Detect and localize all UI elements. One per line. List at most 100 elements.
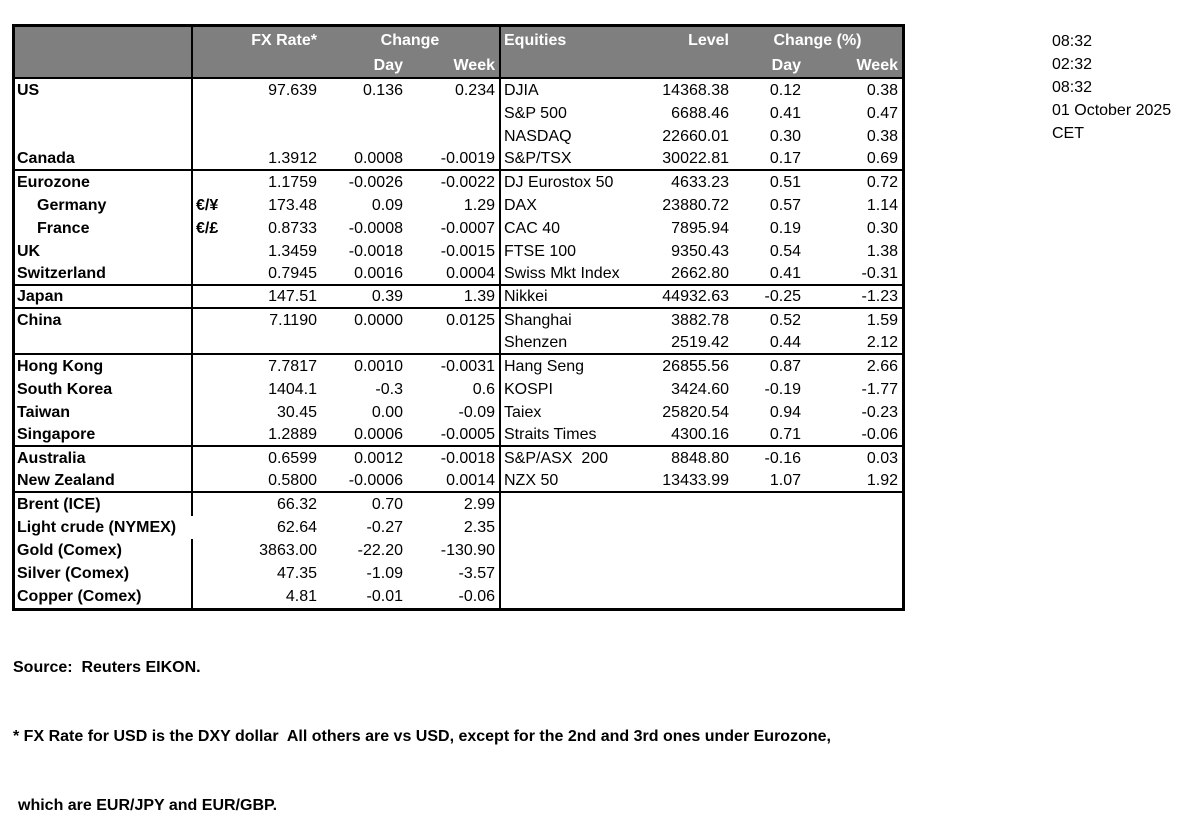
fx-week-change: -0.0022 bbox=[407, 171, 501, 194]
pair-label bbox=[193, 102, 233, 125]
equity-week-change: -0.31 bbox=[861, 264, 898, 282]
equity-week-change bbox=[805, 493, 902, 516]
fx-rate-header: FX Rate* bbox=[251, 31, 317, 49]
fx-day-header: Day bbox=[373, 56, 403, 74]
pair-label bbox=[193, 447, 233, 470]
fx-week-change bbox=[407, 332, 501, 353]
fx-rate-value bbox=[233, 102, 321, 125]
table-row: Australia 0.6599 0.0012 -0.0018 S&P/ASX 200 8… bbox=[15, 447, 902, 470]
table-row: S&P 500 6688.46 0.41 0.47 bbox=[15, 102, 902, 125]
country-label: Singapore bbox=[15, 424, 193, 445]
equity-level: 4300.16 bbox=[671, 425, 729, 443]
equity-day-change: 0.71 bbox=[769, 425, 801, 443]
pair-label bbox=[193, 401, 233, 424]
fx-day-change: -0.0006 bbox=[348, 471, 403, 489]
table-row: China 7.1190 0.0000 0.0125 Shanghai 3882.78 0.… bbox=[15, 309, 902, 332]
equity-level: 7895.94 bbox=[671, 219, 729, 237]
pair-label bbox=[193, 355, 233, 378]
equity-day-change: -0.19 bbox=[764, 380, 801, 398]
equity-day-change: 0.41 bbox=[769, 264, 801, 282]
timestamp-block: 08:32 02:32 08:32 01 October 2025 CET bbox=[1052, 30, 1171, 145]
equity-week-change: 1.38 bbox=[866, 242, 898, 260]
equity-label: CAC 40 bbox=[504, 219, 561, 237]
equity-day-change bbox=[733, 562, 805, 585]
country-label bbox=[15, 102, 193, 125]
fx-day-change: -22.20 bbox=[357, 541, 403, 559]
equity-level bbox=[639, 493, 733, 516]
equity-day-change: 0.51 bbox=[769, 173, 801, 191]
equity-level bbox=[639, 585, 733, 608]
pair-label bbox=[193, 424, 233, 445]
table-row: Light crude (NYMEX) 62.64 -0.27 2.35 bbox=[15, 516, 902, 539]
equity-level: 14368.38 bbox=[662, 81, 729, 99]
table-row: Copper (Comex) 4.81 -0.01 -0.06 bbox=[15, 585, 902, 608]
equities-header: Equities bbox=[504, 31, 567, 49]
pair-label bbox=[193, 562, 233, 585]
equity-day-change: 0.87 bbox=[769, 357, 801, 375]
fx-week-change: 0.6 bbox=[407, 378, 501, 401]
table-row: Hong Kong 7.7817 0.0010 -0.0031 Hang Seng 268… bbox=[15, 355, 902, 378]
equity-level: 3424.60 bbox=[671, 380, 729, 398]
table-row: Shenzen 2519.42 0.44 2.12 bbox=[15, 332, 902, 355]
pair-label bbox=[193, 585, 233, 608]
country-label: South Korea bbox=[15, 378, 193, 401]
pair-label bbox=[193, 470, 233, 491]
fx-day-change: -0.01 bbox=[366, 587, 403, 605]
header-row-2: Day Week Day Week bbox=[15, 54, 902, 77]
fx-day-change: 0.0016 bbox=[354, 264, 403, 282]
equity-label: Swiss Mkt Index bbox=[504, 264, 620, 282]
fx-rate-value: 0.7945 bbox=[268, 264, 317, 282]
equity-week-change: 0.03 bbox=[866, 449, 898, 467]
equity-day-change: 0.19 bbox=[769, 219, 801, 237]
table-row: UK 1.3459 -0.0018 -0.0015 FTSE 100 9350.43 0.5… bbox=[15, 240, 902, 263]
equity-label: DAX bbox=[504, 196, 537, 214]
fx-week-change: 0.0125 bbox=[407, 309, 501, 332]
fx-week-header: Week bbox=[407, 54, 501, 77]
equity-week-change: -1.77 bbox=[861, 380, 898, 398]
table-row: New Zealand 0.5800 -0.0006 0.0014 NZX 50 1343… bbox=[15, 470, 902, 493]
equity-day-change: 0.52 bbox=[769, 311, 801, 329]
fx-day-change: 0.0008 bbox=[354, 149, 403, 167]
equity-day-change: 0.12 bbox=[769, 81, 801, 99]
equity-level: 26855.56 bbox=[662, 357, 729, 375]
country-label: Japan bbox=[15, 286, 193, 307]
equity-label: Nikkei bbox=[504, 287, 548, 305]
fx-rate-value: 0.5800 bbox=[268, 471, 317, 489]
fx-week-change bbox=[407, 125, 501, 148]
equity-change-pct-header: Change (%) bbox=[773, 31, 862, 49]
fx-day-change: 0.0000 bbox=[354, 311, 403, 329]
equity-label: FTSE 100 bbox=[504, 242, 577, 260]
equity-label: S&P/ASX 200 bbox=[504, 449, 609, 467]
equity-label: DJIA bbox=[504, 81, 539, 99]
pair-label bbox=[193, 286, 233, 307]
fx-rate-value: 1404.1 bbox=[268, 380, 317, 398]
source-note: Source: Reuters EIKON. bbox=[13, 659, 201, 676]
pair-label bbox=[193, 240, 233, 263]
pair-label bbox=[193, 309, 233, 332]
equity-day-change: 0.44 bbox=[769, 333, 801, 351]
pair-label bbox=[193, 125, 233, 148]
equity-label: S&P 500 bbox=[504, 104, 567, 122]
header-label-spacer bbox=[15, 54, 193, 77]
equity-week-change: -0.06 bbox=[861, 425, 898, 443]
fx-week-change: 0.0014 bbox=[407, 470, 501, 491]
country-label: Eurozone bbox=[15, 171, 193, 194]
equity-level: 44932.63 bbox=[662, 287, 729, 305]
equity-week-change: 1.92 bbox=[866, 471, 898, 489]
equity-level: 8848.80 bbox=[671, 449, 729, 467]
pair-label bbox=[193, 148, 233, 169]
equity-level: 2519.42 bbox=[671, 333, 729, 351]
fx-day-change: 0.0006 bbox=[354, 425, 403, 443]
timestamp-2: 02:32 bbox=[1052, 56, 1093, 73]
fx-week-change: -0.0005 bbox=[407, 424, 501, 445]
fx-rate-value: 4.81 bbox=[285, 587, 317, 605]
page: { "header": { "fx_rate": "FX Rate*", "ch… bbox=[12, 24, 1172, 814]
fx-day-change: 0.09 bbox=[371, 196, 403, 214]
equity-level: 2662.80 bbox=[671, 264, 729, 282]
equity-week-change: 2.12 bbox=[866, 333, 898, 351]
equity-label bbox=[501, 493, 639, 516]
fx-rate-value: 47.35 bbox=[276, 564, 317, 582]
table-body: US 97.639 0.136 0.234 DJIA 14368.38 0.12 0.38 S&… bbox=[15, 79, 902, 608]
pair-label bbox=[193, 493, 233, 516]
pair-label bbox=[193, 171, 233, 194]
